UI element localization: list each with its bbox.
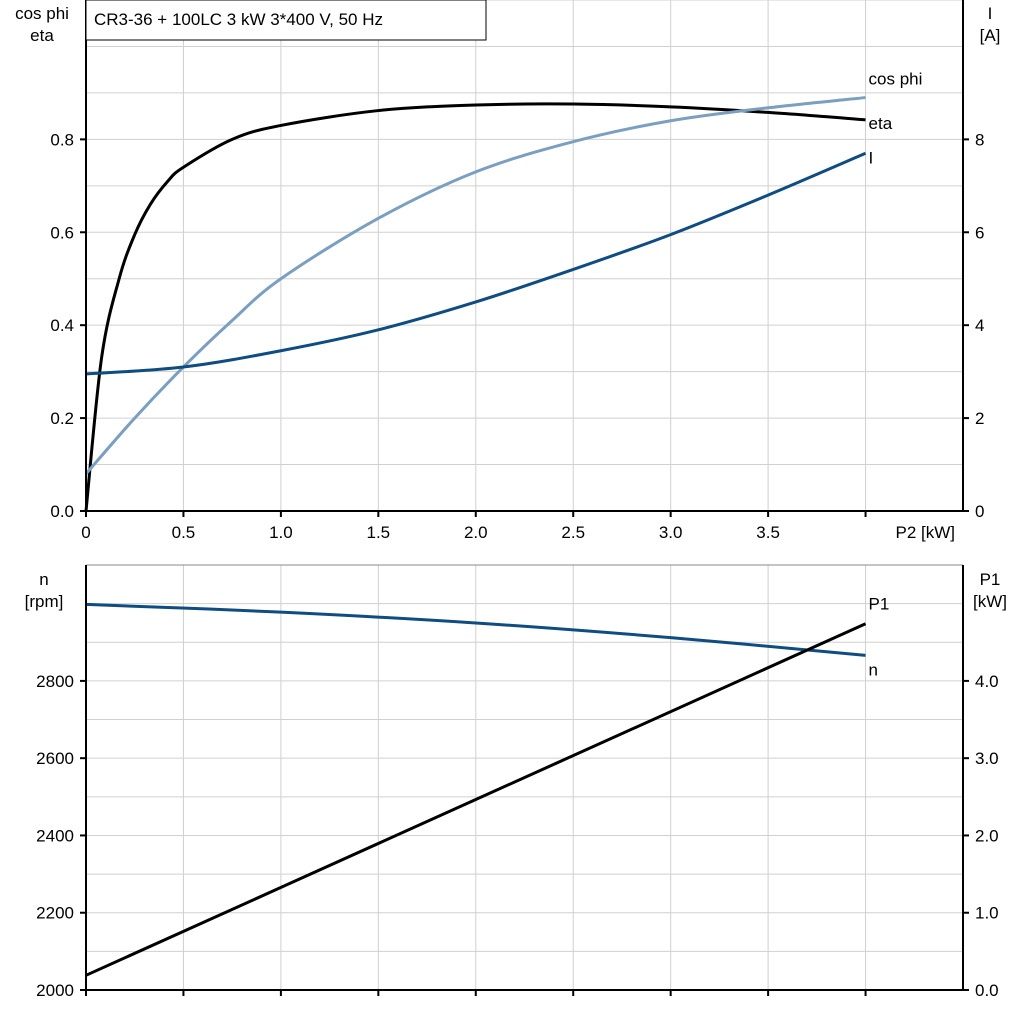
y-tick-label-right: 4.0 (975, 672, 999, 691)
y-tick-label-left: 0.0 (50, 502, 74, 521)
y-axis-label-right: I (988, 4, 993, 23)
x-tick-label: 2.5 (561, 523, 585, 542)
bottom-grid (86, 564, 963, 990)
axes-layer: 0.0 0.2 0.4 0.6 0.8 0 2 4 6 8 cos phi eta I [A] 2000 22… (15, 0, 1007, 1000)
y-tick-label-left: 2200 (36, 904, 74, 923)
series-line-cos-phi (84, 96, 866, 475)
series-line-I (85, 151, 867, 376)
y-tick-label-left: 2000 (36, 981, 74, 1000)
x-axis-label: P2 [kW] (895, 523, 955, 542)
y-tick-label-left: 0.8 (50, 130, 74, 149)
y-tick-label-left: 0.4 (50, 316, 74, 335)
y-tick-label-right: 8 (975, 130, 984, 149)
y-tick-label-left: 2600 (36, 749, 74, 768)
y-tick-label-right: 6 (975, 223, 984, 242)
y-tick-label-left: 0.6 (50, 223, 74, 242)
y-tick-label-left: 2800 (36, 672, 74, 691)
x-tick-label: 3.0 (659, 523, 683, 542)
y-axis-label-right: [kW] (973, 592, 1007, 611)
x-tick-label: 0 (81, 523, 90, 542)
series-label-n: n (869, 660, 878, 679)
series-label-I: I (869, 148, 874, 167)
y-tick-label-right: 1.0 (975, 904, 999, 923)
y-tick-label-left: 0.2 (50, 409, 74, 428)
y-axis-label-left: n (39, 570, 48, 589)
x-tick-label: 1.0 (269, 523, 293, 542)
y-tick-label-right: 0 (975, 502, 984, 521)
y-tick-label-left: 2400 (36, 826, 74, 845)
y-axis-label-left: [rpm] (25, 592, 64, 611)
y-tick-label-right: 3.0 (975, 749, 999, 768)
title-box (85, 0, 487, 41)
series-layer: eta cos phi In P1 (84, 70, 923, 977)
y-tick-label-right: 2.0 (975, 826, 999, 845)
x-tick-label: 0.5 (172, 523, 196, 542)
chart-title: CR3-36 + 100LC 3 kW 3*400 V, 50 Hz (94, 10, 383, 29)
top-grid (86, 0, 963, 511)
series-line-P1 (85, 622, 867, 977)
x-tick-label: 2.0 (464, 523, 488, 542)
series-label-eta: eta (869, 114, 893, 133)
series-label-cos-phi: cos phi (869, 70, 923, 89)
series-label-P1: P1 (869, 595, 890, 614)
y-axis-label-right: [A] (980, 26, 1001, 45)
y-axis-label-left: cos phi (15, 4, 69, 23)
y-axis-label-left: eta (30, 26, 54, 45)
x-tick-label: 1.5 (367, 523, 391, 542)
y-axis-label-right: P1 (980, 570, 1001, 589)
x-tick-label: 3.5 (756, 523, 780, 542)
series-line-eta (84, 102, 866, 512)
y-tick-label-right: 0.0 (975, 981, 999, 1000)
y-tick-label-right: 2 (975, 409, 984, 428)
series-line-n (85, 602, 866, 657)
y-tick-label-right: 4 (975, 316, 984, 335)
